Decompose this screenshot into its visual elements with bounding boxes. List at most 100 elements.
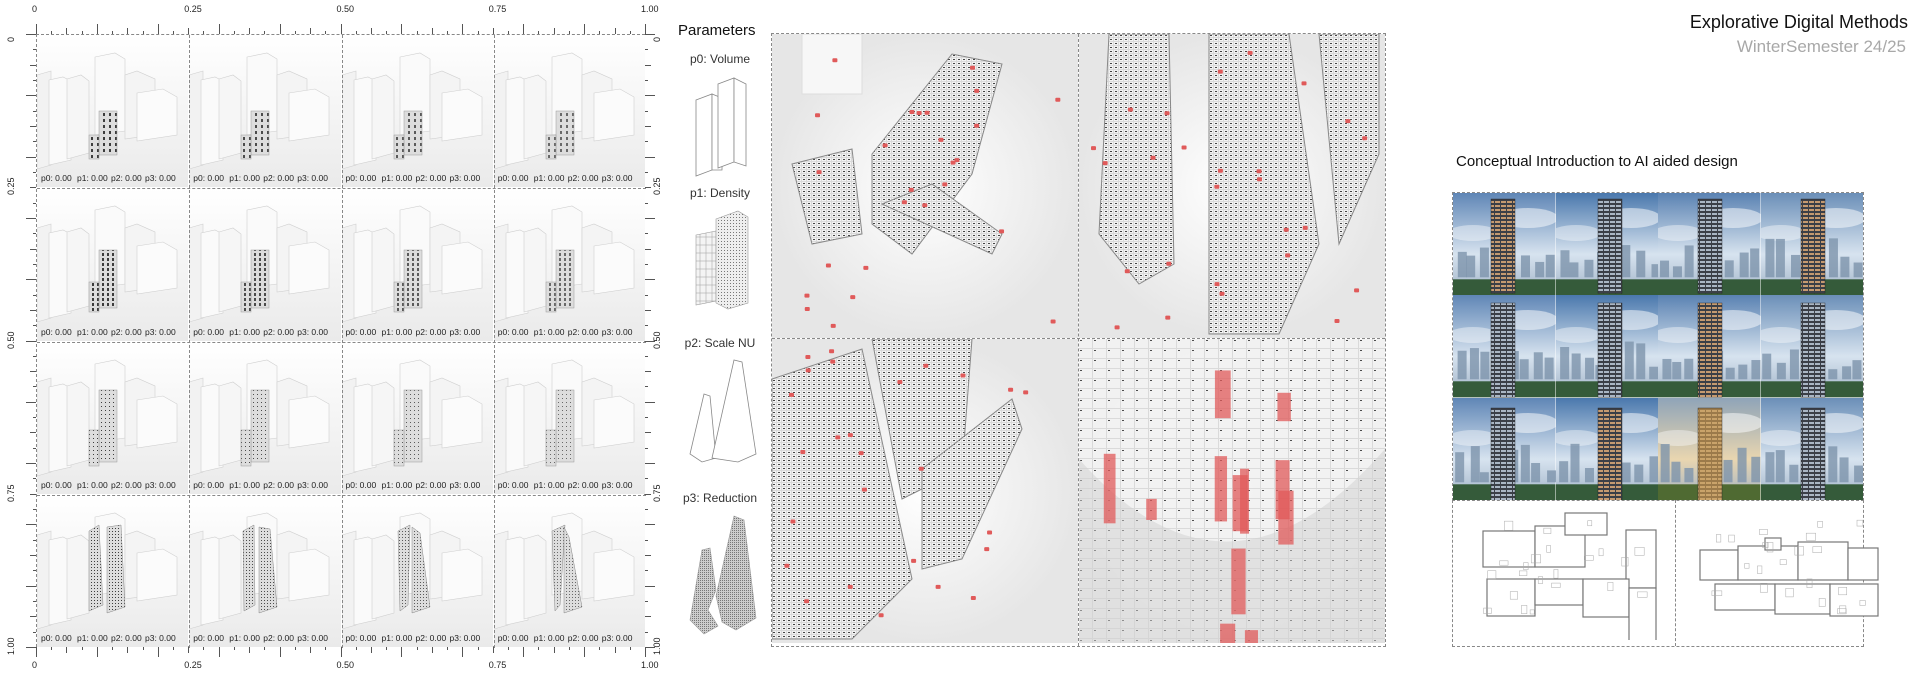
board-subtitle: WinterSemester 24/25 <box>1736 37 1906 56</box>
massing-render <box>493 35 645 188</box>
parameter-value-label: p1: 0.00 <box>229 326 260 337</box>
highlight-module <box>1354 288 1360 293</box>
bottom-axis-tick <box>568 647 570 650</box>
left-axis-tick <box>33 233 36 235</box>
top-axis-tick <box>81 31 83 34</box>
parameter-value-label: p2: 0.00 <box>567 326 599 337</box>
massing-render <box>493 341 645 494</box>
highlight-module <box>1165 315 1171 320</box>
left-axis-tick <box>33 325 36 327</box>
highlight-module <box>918 466 924 471</box>
highlight-module <box>1285 253 1291 258</box>
left-axis-tick <box>30 248 36 250</box>
highlight-module <box>974 88 980 93</box>
massing-render <box>189 188 341 341</box>
highlight-module <box>1220 623 1236 643</box>
parameter-value-label: p0: 0.00 <box>193 173 224 184</box>
floor-plan-right <box>1699 519 1879 617</box>
top-axis-tick <box>386 31 388 34</box>
left-axis-tick <box>30 616 36 618</box>
highlight-module <box>882 143 888 148</box>
left-axis-tick <box>33 141 36 143</box>
bottom-axis-label: 0.25 <box>184 660 202 670</box>
top-axis-tick <box>233 31 235 34</box>
highlight-module <box>954 158 960 163</box>
right-axis-label: 0 <box>652 36 662 42</box>
highlight-module <box>987 530 993 535</box>
highlight-module <box>804 293 810 298</box>
right-axis-tick <box>645 493 651 495</box>
highlight-module <box>815 113 821 118</box>
highlight-module <box>829 349 835 354</box>
top-axis-label: 0 <box>32 4 38 14</box>
massing-render <box>341 35 493 188</box>
left-axis-tick <box>26 279 36 281</box>
parameter-value-label: p3: 0.00 <box>449 633 481 643</box>
parameter-value-label: p3: 0.00 <box>449 173 481 184</box>
highlight-module <box>800 450 806 455</box>
tapered-towers-icon <box>689 359 757 463</box>
parameter-value-label: p0: 0.00 <box>345 326 377 337</box>
highlight-module <box>1127 107 1133 112</box>
right-axis-label: 0.25 <box>652 177 662 196</box>
top-axis-tick <box>477 31 479 34</box>
left-axis-tick <box>33 601 36 603</box>
parameter-value-label: p3: 0.00 <box>297 479 328 490</box>
left-axis-tick <box>33 447 36 449</box>
bottom-axis-tick <box>294 647 296 650</box>
left-axis-tick <box>33 294 36 296</box>
top-axis-tick <box>553 28 555 34</box>
parameter-value-label: p2: 0.00 <box>567 173 599 184</box>
parameter-value-label: p1: 0.00 <box>533 633 565 643</box>
variation-render-cell: p0: 0.00 p1: 0.00 p2: 0.00 p3: 0.00 <box>341 188 493 341</box>
bottom-axis-tick <box>173 647 175 650</box>
parameter-value-label: p0: 0.00 <box>497 479 529 490</box>
right-axis-label: 0.75 <box>652 484 662 502</box>
floor-plans <box>1452 500 1879 647</box>
parameter-value-label: p3: 0.00 <box>145 479 176 490</box>
parameter-value-label: p3: 0.00 <box>297 173 328 184</box>
highlight-module <box>908 187 914 192</box>
parameter-value-label: p0: 0.00 <box>497 633 529 643</box>
ai-tower-image <box>1760 295 1863 398</box>
parameter-value-label: p2: 0.00 <box>415 326 447 337</box>
render-divider <box>1078 34 1079 646</box>
grid-divider <box>37 341 646 343</box>
bottom-axis-tick <box>340 647 342 657</box>
left-axis-tick <box>30 493 36 495</box>
top-axis-tick <box>629 31 631 34</box>
bottom-axis-tick <box>142 647 144 650</box>
right-axis-tick <box>645 156 655 158</box>
highlight-module <box>1214 282 1220 287</box>
top-axis-tick <box>51 31 53 34</box>
top-axis-tick <box>370 28 372 34</box>
dense-block-icon <box>695 210 749 310</box>
highlight-module <box>1103 453 1116 524</box>
left-axis-tick <box>26 524 36 526</box>
variation-render-cell: p0: 0.00 p1: 0.00 p2: 0.00 p3: 0.00 <box>341 494 493 647</box>
top-axis-tick <box>492 28 494 34</box>
board-title: Explorative Digital Methods <box>1689 12 1908 32</box>
parameter-value-label: p2: 0.00 <box>567 633 599 643</box>
left-axis-tick <box>30 555 36 557</box>
left-axis-label: 1.00 <box>6 637 16 655</box>
highlight-module <box>999 229 1005 234</box>
right-axis-tick <box>645 509 648 511</box>
param-label-reduction: p3: Reduction <box>682 491 758 505</box>
top-axis-tick <box>462 24 464 34</box>
bottom-axis-tick <box>112 647 114 650</box>
highlight-module <box>790 519 796 524</box>
massing-render <box>37 35 189 188</box>
highlight-module <box>858 451 864 456</box>
right-axis-tick <box>645 309 651 311</box>
top-axis-label: 0.75 <box>488 4 507 14</box>
highlight-module <box>897 379 903 384</box>
ai-generated-tower-grid <box>1452 192 1864 501</box>
massing-render <box>493 494 645 647</box>
left-axis-tick <box>26 95 36 97</box>
ai-tower-image <box>1453 295 1556 398</box>
variation-render-cell: p0: 0.00 p1: 0.00 p2: 0.00 p3: 0.00 <box>493 35 645 188</box>
bottom-axis-tick <box>157 647 159 657</box>
highlight-module <box>850 295 856 300</box>
highlight-module <box>916 111 922 116</box>
